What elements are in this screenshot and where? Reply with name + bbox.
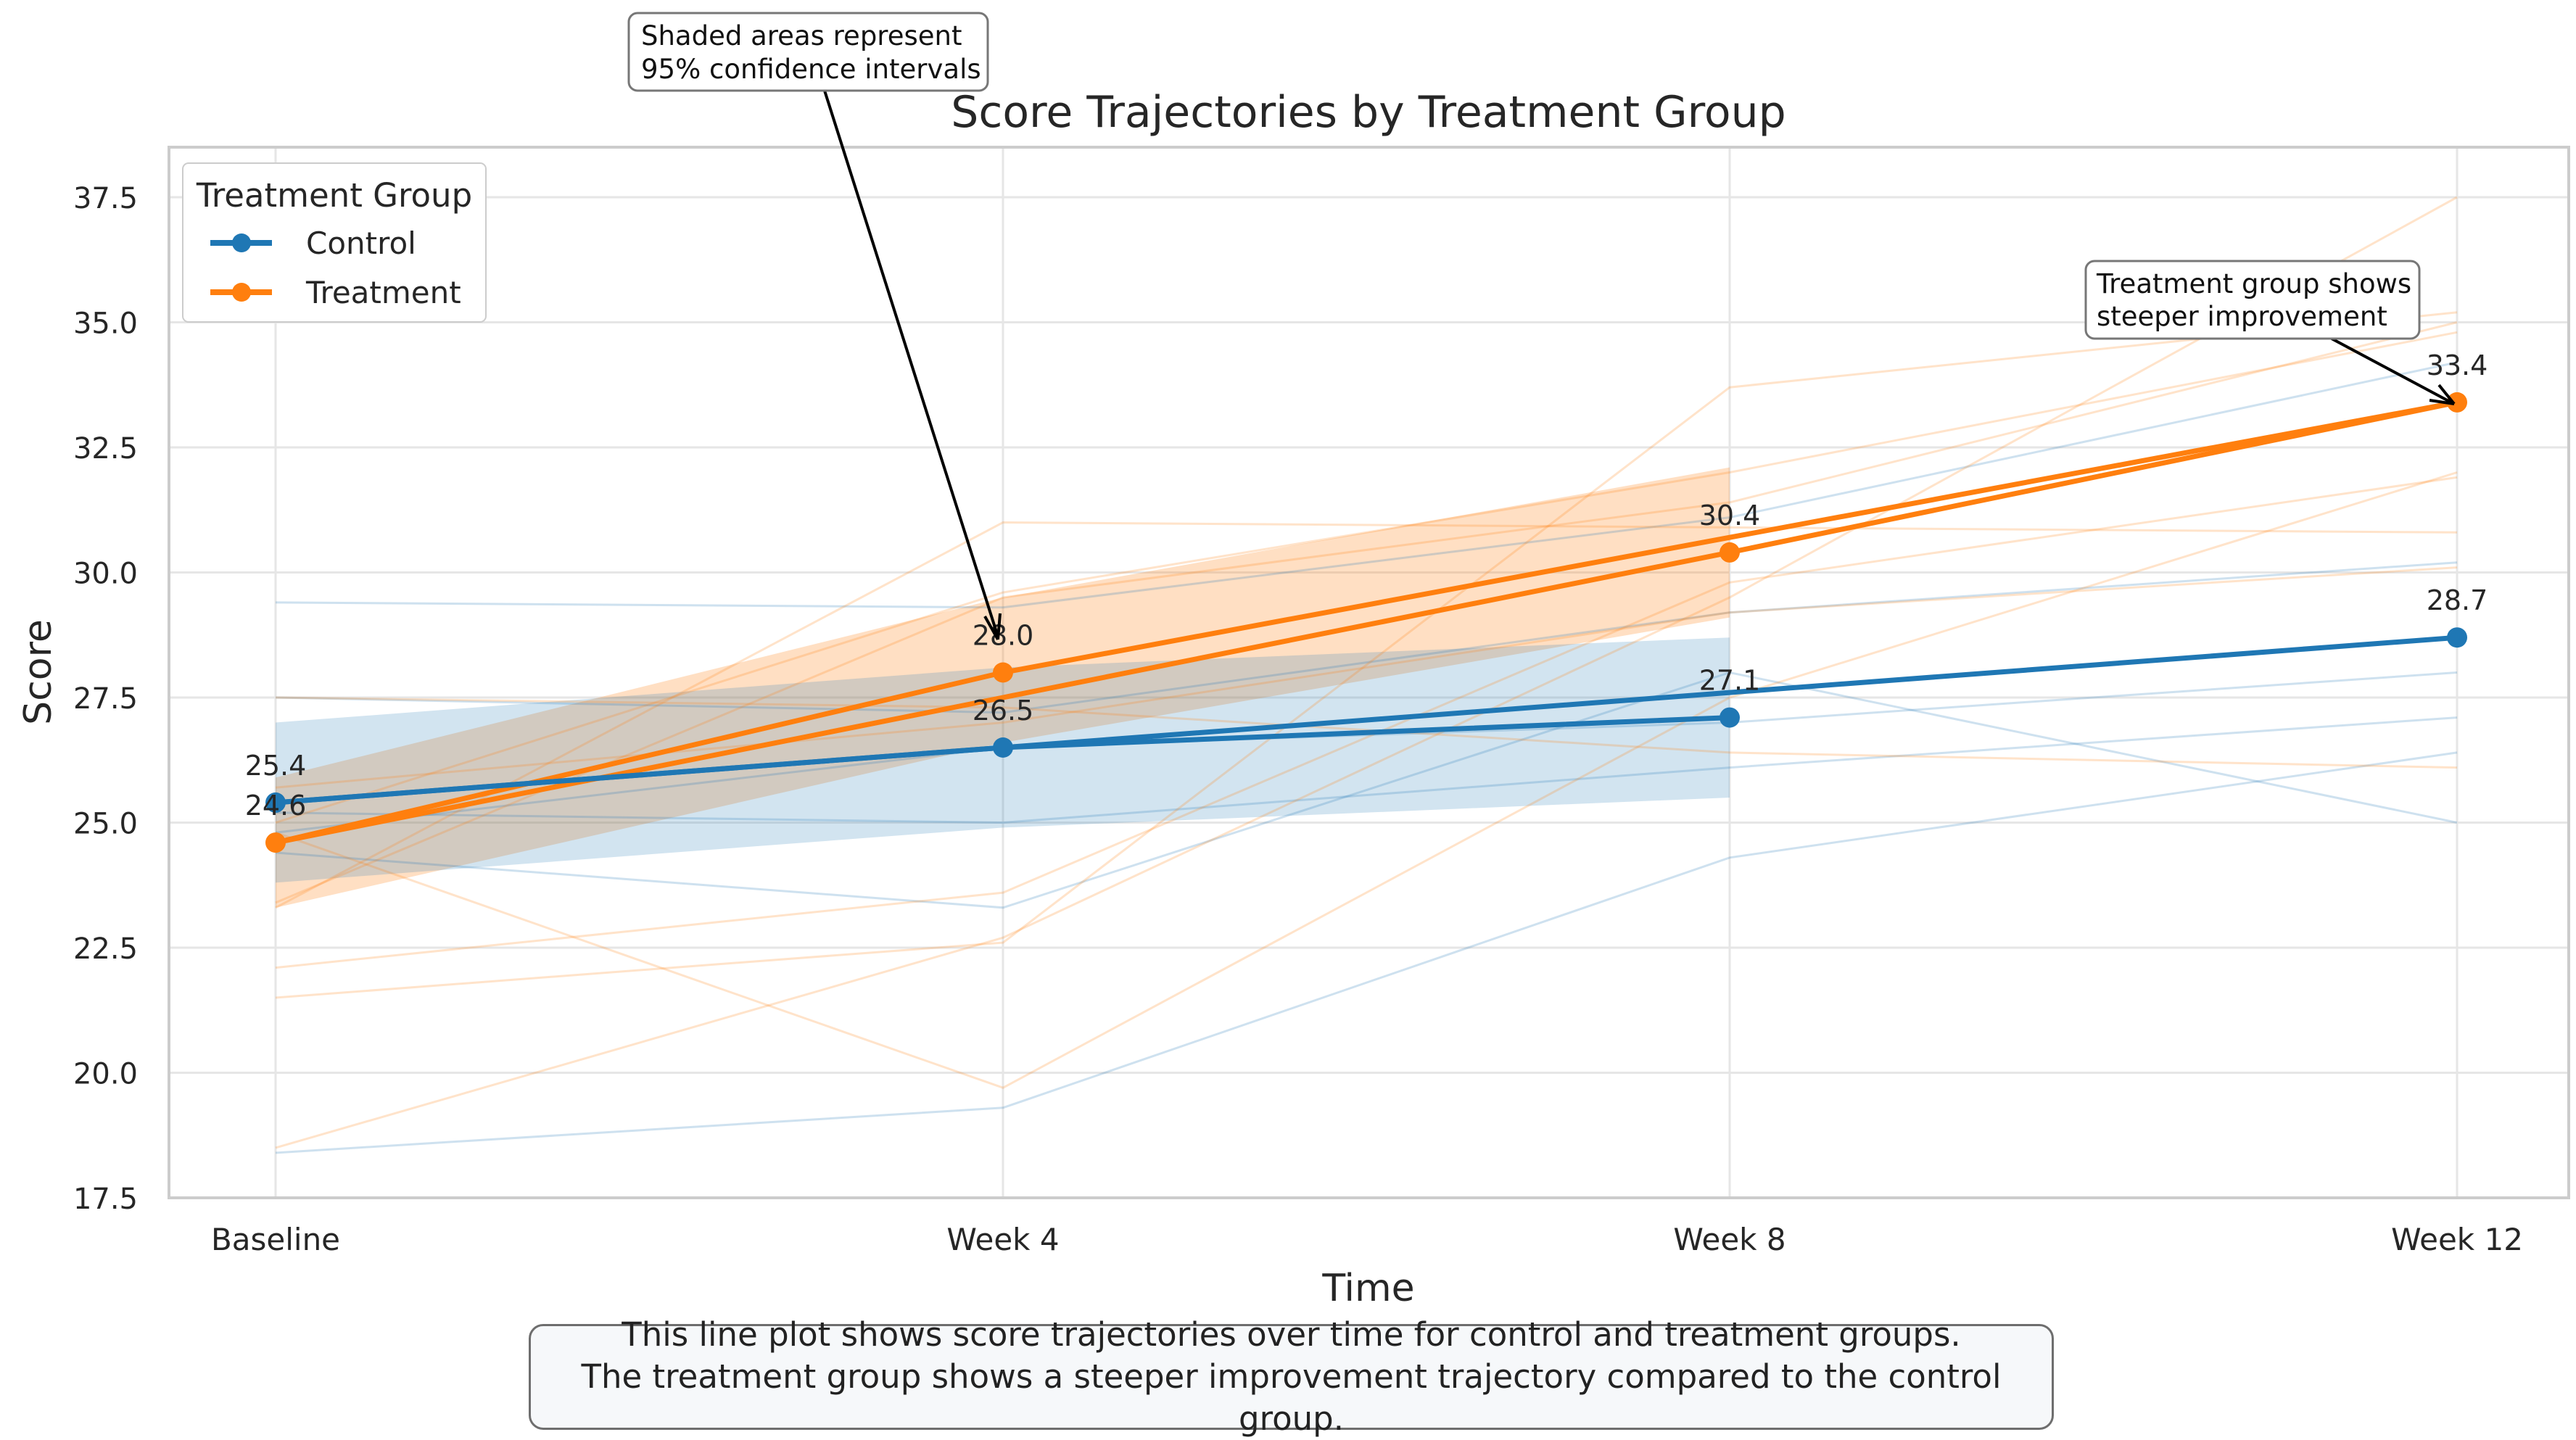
treatment-point	[2447, 392, 2467, 413]
x-tick-label: Week 4	[946, 1222, 1059, 1257]
y-tick-label: 20.0	[73, 1058, 138, 1091]
treatment-ci-band	[276, 467, 1730, 908]
treatment-mean-line	[275, 400, 2458, 845]
control-point	[265, 792, 286, 813]
treatment-individual-line	[275, 471, 2458, 1089]
treatment-individual-line	[275, 196, 2458, 1149]
treatment-point	[265, 832, 286, 853]
treatment-value-label: 28.0	[973, 620, 1034, 652]
annotation-improvement-line1: Treatment group shows	[2096, 268, 2411, 299]
y-tick-label: 25.0	[73, 808, 138, 841]
treatment-individual-line	[275, 521, 2458, 909]
treatment-value-label: 33.4	[2427, 349, 2488, 381]
x-tick-label: Week 12	[2391, 1222, 2523, 1257]
caption-line-2: The treatment group shows a steeper impr…	[581, 1357, 2002, 1438]
treatment-value-label: 30.4	[1699, 500, 1761, 531]
annotation-confidence-arrow	[823, 90, 999, 637]
treatment-point	[993, 662, 1013, 683]
y-tick-label: 17.5	[73, 1183, 138, 1216]
legend-control-marker	[232, 233, 251, 252]
control-individual-line	[275, 716, 2458, 824]
control-individual-line	[275, 751, 2458, 1154]
treatment-individual-line	[275, 321, 2458, 904]
control-value-label: 25.4	[245, 750, 307, 782]
chart-caption: This line plot shows score trajectories …	[529, 1315, 2054, 1438]
annotation-confidence-line2: 95% confidence intervals	[641, 54, 981, 85]
y-tick-label: 30.0	[73, 558, 138, 591]
control-point	[2447, 627, 2467, 648]
annotation-improvement-arrowhead	[2429, 384, 2456, 405]
annotation-confidence-arrowhead	[983, 613, 1002, 640]
control-individual-line	[275, 561, 2458, 714]
treatment-individual-line	[275, 311, 2458, 999]
x-axis-label: Time	[1321, 1267, 1414, 1310]
y-tick-label: 35.0	[73, 307, 138, 341]
legend-treatment-marker	[232, 283, 251, 302]
annotation-improvement: Treatment group shows steeper improvemen…	[2084, 260, 2456, 405]
annotation-confidence-line1: Shaded areas represent	[641, 20, 962, 51]
x-tick-label: Week 8	[1673, 1222, 1786, 1257]
legend-control-label: Control	[306, 225, 416, 261]
treatment-individual-line	[275, 331, 2458, 824]
treatment-mean-line	[275, 400, 2458, 845]
legend-treatment-label: Treatment	[305, 275, 461, 310]
control-point	[993, 737, 1013, 758]
control-ci-band	[276, 637, 1730, 883]
control-point	[1720, 707, 1740, 728]
legend-title: Treatment Group	[196, 176, 472, 215]
x-tick-label: Baseline	[211, 1222, 340, 1257]
annotation-improvement-line2: steeper improvement	[2097, 301, 2387, 332]
y-tick-label: 37.5	[73, 182, 138, 215]
caption-line-1: This line plot shows score trajectories …	[622, 1315, 1961, 1354]
annotation-improvement-arrow	[2331, 337, 2452, 404]
y-axis-label: Score	[17, 619, 60, 725]
control-value-label: 26.5	[973, 695, 1034, 727]
treatment-value-label: 24.6	[245, 790, 307, 822]
annotation-confidence: Shaded areas represent 95% confidence in…	[627, 12, 1002, 640]
treatment-point	[1720, 542, 1740, 563]
y-tick-label: 22.5	[73, 932, 138, 966]
control-value-label: 27.1	[1699, 665, 1761, 697]
control-value-label: 28.7	[2427, 584, 2488, 616]
y-tick-label: 27.5	[73, 682, 138, 716]
y-tick-label: 32.5	[73, 432, 138, 465]
treatment-individual-line	[275, 476, 2458, 969]
control-individual-line	[275, 671, 2458, 909]
chart-title: Score Trajectories by Treatment Group	[951, 87, 1786, 138]
control-individual-line	[275, 361, 2458, 609]
legend: Treatment Group Control Treatment	[182, 162, 487, 323]
